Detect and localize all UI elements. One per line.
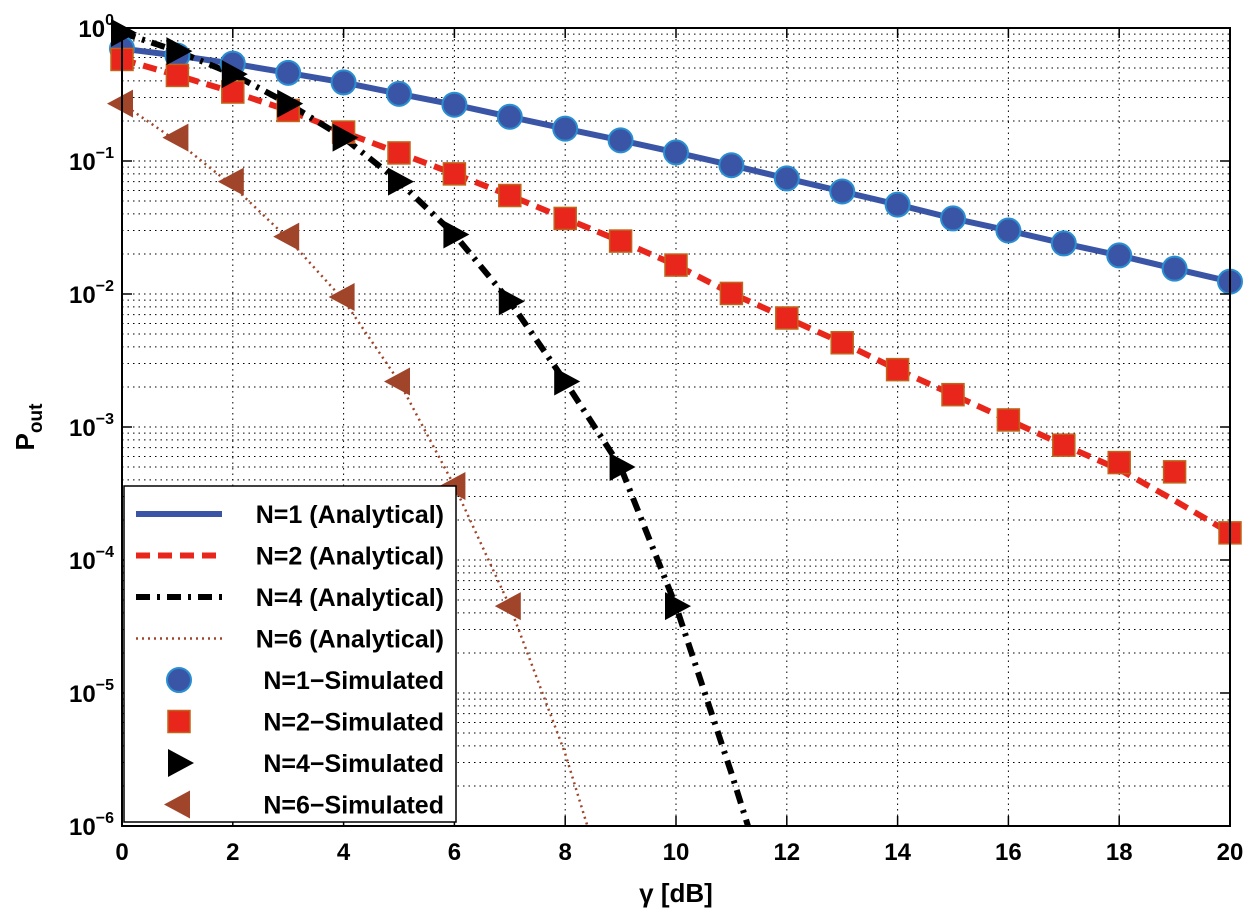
data-point: [441, 91, 468, 118]
x-tick-label: 18: [1106, 839, 1133, 866]
y-axis-label: Pout: [10, 403, 47, 451]
data-point: [332, 123, 359, 152]
data-point: [221, 60, 248, 89]
legend-swatch: [166, 667, 192, 693]
data-point: [442, 162, 467, 186]
x-tick-label: 16: [995, 839, 1022, 866]
legend-label: N=6−Simulated: [263, 792, 444, 820]
legend-swatch: [167, 709, 191, 734]
data-point: [496, 103, 523, 130]
data-point: [775, 306, 799, 330]
legend-label: N=6 (Analytical): [256, 626, 444, 654]
legend-label: N=2−Simulated: [263, 709, 444, 737]
data-point: [328, 282, 355, 311]
data-point: [384, 367, 410, 396]
data-point: [273, 222, 300, 251]
data-point: [498, 183, 522, 208]
data-point: [665, 592, 691, 621]
series-line: [121, 56, 1232, 536]
data-point: [387, 141, 411, 165]
x-tick-label: 12: [773, 839, 800, 866]
y-tick-label: 10−1: [69, 145, 114, 176]
data-point: [607, 127, 634, 154]
data-point: [608, 229, 633, 253]
data-point: [217, 167, 244, 196]
data-point: [941, 382, 965, 407]
data-point: [111, 18, 137, 47]
series-line: [121, 102, 589, 827]
data-point: [443, 220, 470, 249]
data-point: [1107, 450, 1131, 475]
data-point: [277, 89, 304, 118]
data-point: [388, 167, 414, 196]
axis-ticks: [121, 27, 1231, 827]
data-point: [1161, 255, 1188, 282]
data-point: [386, 80, 412, 107]
y-tick-label: 10−2: [69, 278, 114, 309]
x-tick-label: 14: [884, 839, 911, 866]
data-point: [996, 408, 1021, 432]
x-tick-label: 20: [1217, 839, 1244, 866]
legend-label: N=4 (Analytical): [256, 584, 444, 612]
data-point: [940, 205, 966, 232]
x-axis-label: γ [dB]: [639, 878, 713, 908]
legend-label: N=1−Simulated: [263, 667, 444, 695]
legend-label: N=1 (Analytical): [256, 501, 444, 529]
legend-swatch: [168, 749, 194, 777]
y-tick-label: 10−4: [69, 544, 114, 575]
x-tick-label: 2: [226, 839, 239, 866]
data-point: [718, 152, 745, 179]
data-point: [885, 357, 910, 382]
data-point: [884, 191, 911, 218]
x-tick-label: 4: [337, 839, 351, 866]
y-tick-label: 100: [78, 12, 114, 43]
y-tick-label: 10−3: [69, 411, 114, 442]
data-point: [1050, 230, 1077, 257]
data-point: [719, 281, 744, 306]
data-point: [663, 139, 689, 166]
data-point: [1162, 460, 1187, 484]
data-point: [1052, 433, 1076, 457]
data-point: [829, 178, 856, 205]
y-tick-label: 10−6: [69, 810, 114, 841]
data-point: [162, 123, 189, 152]
markers: [107, 18, 1243, 621]
data-point: [552, 115, 579, 142]
data-point: [553, 206, 577, 231]
data-point: [773, 165, 800, 192]
legend-swatch: [164, 790, 190, 819]
data-point: [1106, 242, 1133, 269]
data-point: [166, 37, 193, 66]
data-point: [330, 69, 357, 96]
x-tick-label: 8: [559, 839, 572, 866]
data-point: [498, 287, 525, 316]
data-point: [664, 253, 688, 277]
data-point: [165, 63, 190, 88]
x-tick-labels: 0 2 4 6 8 10 12 14 16 18 20: [115, 839, 1243, 866]
data-point: [107, 89, 133, 118]
y-tick-label: 10−5: [69, 677, 114, 708]
data-point: [275, 59, 302, 86]
data-point: [494, 592, 521, 621]
data-point: [830, 330, 854, 355]
legend-label: N=2 (Analytical): [256, 543, 444, 571]
x-tick-label: 10: [663, 839, 690, 866]
data-point: [995, 217, 1022, 244]
data-point: [609, 453, 636, 482]
x-tick-label: 0: [115, 839, 128, 866]
legend: N=1 (Analytical) N=2 (Analytical) N=4 (Ana…: [123, 485, 457, 823]
data-point: [554, 367, 581, 396]
x-tick-label: 6: [448, 839, 461, 866]
y-tick-labels: 100 10−1 10−2 10−3 10−4 10−5 10−6: [69, 12, 114, 841]
legend-label: N=4−Simulated: [263, 750, 444, 778]
